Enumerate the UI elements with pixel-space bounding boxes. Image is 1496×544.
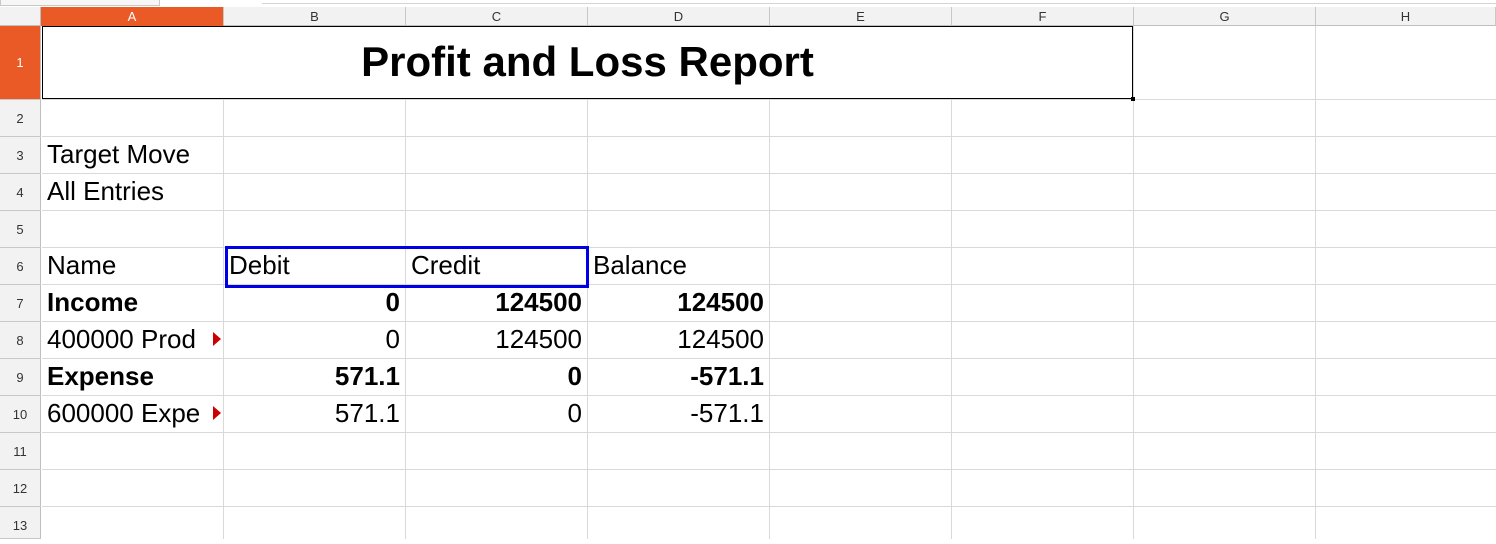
cell-b7[interactable]: 0 [385,287,400,317]
cell-c7[interactable]: 124500 [495,287,582,317]
column-header-e[interactable]: E [770,7,952,26]
row-header-7[interactable]: 7 [0,285,41,322]
cell-c6[interactable]: Credit [411,250,481,280]
column-header-h[interactable]: H [1316,7,1496,26]
cell-b6[interactable]: Debit [229,250,290,280]
report-title-cell[interactable]: Profit and Loss Report [42,26,1133,99]
cell-c8[interactable]: 124500 [495,324,582,354]
column-header-a[interactable]: A [41,7,224,26]
row-header-4[interactable]: 4 [0,174,41,211]
cell-a10[interactable]: 600000 Expe [47,398,201,428]
fill-handle[interactable] [1131,97,1135,101]
cell-c9[interactable]: 0 [567,361,582,391]
column-header-f[interactable]: F [952,7,1134,26]
cell-d8[interactable]: 124500 [677,324,764,354]
gridline [405,26,406,539]
row-header-10[interactable]: 10 [0,396,41,433]
gridline [42,321,1496,322]
row-header-5[interactable]: 5 [0,211,41,248]
gridline [42,358,1496,359]
gridline [42,99,1496,100]
cell-a9[interactable]: Expense [47,361,154,391]
row-header-1[interactable]: 1 [0,26,41,100]
cell-b8[interactable]: 0 [385,324,400,354]
column-header-b[interactable]: B [224,7,406,26]
gridline [42,210,1496,211]
gridline [223,26,224,539]
row-header-9[interactable]: 9 [0,359,41,396]
row-header-3[interactable]: 3 [0,137,41,174]
column-headers: A B C D E F G H [41,7,1496,27]
gridline [769,26,770,539]
gridline [42,469,1496,470]
row-header-6[interactable]: 6 [0,248,41,285]
sheet-grid[interactable]: Profit and Loss Report Target Move All E… [42,26,1496,539]
gridline [42,136,1496,137]
cell-c10[interactable]: 0 [567,398,582,428]
row-header-8[interactable]: 8 [0,322,41,359]
formula-bar-edge [262,3,1496,4]
column-header-g[interactable]: G [1134,7,1316,26]
gridline [1315,26,1316,539]
cell-d10[interactable]: -571.1 [690,398,764,428]
gridline [951,26,952,539]
select-all-corner[interactable] [0,7,41,26]
text-overflow-indicator [213,332,221,346]
row-header-2[interactable]: 2 [0,100,41,137]
gridline [42,173,1496,174]
text-overflow-indicator [213,406,221,420]
gridline [42,284,1496,285]
cell-a8[interactable]: 400000 Prod [47,324,196,354]
column-header-d[interactable]: D [588,7,770,26]
row-header-12[interactable]: 12 [0,470,41,507]
cell-d6[interactable]: Balance [593,250,687,280]
cell-d7[interactable]: 124500 [677,287,764,317]
cell-a4[interactable]: All Entries [47,176,165,206]
cell-a6[interactable]: Name [47,250,117,280]
gridline [42,247,1496,248]
cell-a3[interactable]: Target Move [47,139,191,169]
column-header-c[interactable]: C [406,7,588,26]
cell-d9[interactable]: -571.1 [690,361,764,391]
cell-b10[interactable]: 571.1 [334,398,400,428]
gridline [42,432,1496,433]
gridline [42,506,1496,507]
cell-b9[interactable]: 571.1 [334,361,400,391]
toolbar-strip [0,0,1496,7]
gridline [1133,26,1134,539]
row-header-13[interactable]: 13 [0,507,41,539]
cell-a7[interactable]: Income [47,287,139,317]
row-header-11[interactable]: 11 [0,433,41,470]
gridline [42,395,1496,396]
name-box-edge [0,0,160,6]
